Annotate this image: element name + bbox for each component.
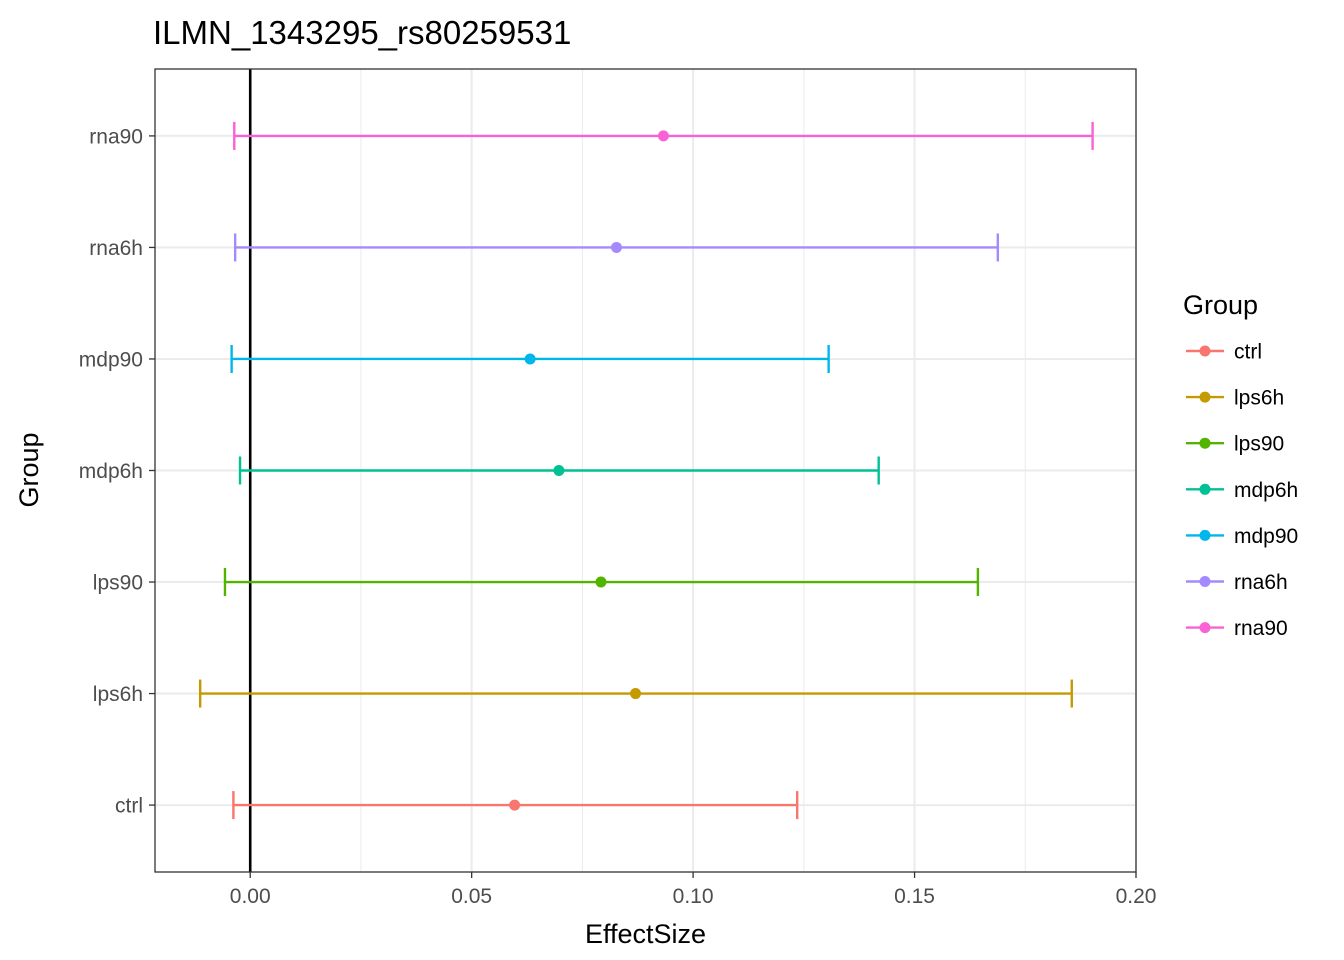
y-axis: ctrl lps6h lps90 mdp6h mdp90 rna6h rna90 xyxy=(79,125,155,818)
legend-item-mdp90: mdp90 xyxy=(1186,525,1298,548)
legend-label: lps6h xyxy=(1234,387,1284,410)
estimate-point xyxy=(595,576,607,588)
y-tick-label: ctrl xyxy=(115,795,143,818)
legend-key-point xyxy=(1199,345,1211,357)
legend-label: mdp90 xyxy=(1234,525,1298,548)
x-tick-label: 0.15 xyxy=(894,885,935,908)
series-mdp6h xyxy=(238,456,880,485)
legend-item-lps90: lps90 xyxy=(1186,433,1284,456)
y-tick-label: lps90 xyxy=(93,572,143,595)
legend-key-point xyxy=(1199,529,1211,541)
legend-item-rna6h: rna6h xyxy=(1186,571,1288,594)
y-tick-label: lps6h xyxy=(93,683,143,706)
legend-key-point xyxy=(1199,576,1211,587)
estimate-point xyxy=(630,688,642,700)
legend-item-mdp6h: mdp6h xyxy=(1186,479,1298,502)
series-rna6h xyxy=(233,233,1000,262)
x-axis: 0.00 0.05 0.10 0.15 0.20 xyxy=(230,872,1157,908)
legend-items: ctrl lps6h lps90 mdp6h mdp90 rna6h rna90 xyxy=(1186,341,1298,640)
y-tick-label: rna6h xyxy=(89,237,143,260)
legend-label: ctrl xyxy=(1234,341,1262,364)
legend-label: rna90 xyxy=(1234,617,1288,640)
legend-key-point xyxy=(1199,437,1211,449)
x-tick-label: 0.20 xyxy=(1116,885,1157,908)
data-marks xyxy=(198,69,1094,872)
y-tick-label: mdp90 xyxy=(79,348,143,371)
x-tick-label: 0.10 xyxy=(673,885,714,908)
series-lps6h xyxy=(198,679,1073,708)
legend-label: rna6h xyxy=(1234,571,1288,594)
legend-item-rna90: rna90 xyxy=(1186,617,1288,640)
y-axis-title: Group xyxy=(14,432,44,507)
series-rna90 xyxy=(233,121,1094,150)
estimate-point xyxy=(553,465,565,476)
x-tick-label: 0.00 xyxy=(230,885,271,908)
estimate-point xyxy=(524,353,536,365)
legend: Group ctrl lps6h lps90 mdp6h mdp90 rna6h rna90 xyxy=(1183,290,1298,640)
legend-label: mdp6h xyxy=(1234,479,1298,502)
estimate-point xyxy=(610,241,622,253)
legend-item-lps6h: lps6h xyxy=(1186,387,1284,410)
x-axis-title: EffectSize xyxy=(585,919,706,949)
legend-item-ctrl: ctrl xyxy=(1186,341,1262,364)
legend-title: Group xyxy=(1183,290,1258,320)
series-lps90 xyxy=(223,568,980,597)
series-mdp90 xyxy=(230,344,830,373)
legend-key-point xyxy=(1199,391,1211,403)
estimate-point xyxy=(657,130,669,142)
chart-title: ILMN_1343295_rs80259531 xyxy=(153,14,571,51)
legend-key-point xyxy=(1199,483,1211,495)
y-tick-label: rna90 xyxy=(89,125,143,148)
series-ctrl xyxy=(232,791,799,820)
estimate-point xyxy=(509,799,521,811)
legend-key-point xyxy=(1199,622,1211,634)
y-tick-label: mdp6h xyxy=(79,460,143,483)
x-tick-label: 0.05 xyxy=(451,885,492,908)
legend-label: lps90 xyxy=(1234,433,1284,456)
